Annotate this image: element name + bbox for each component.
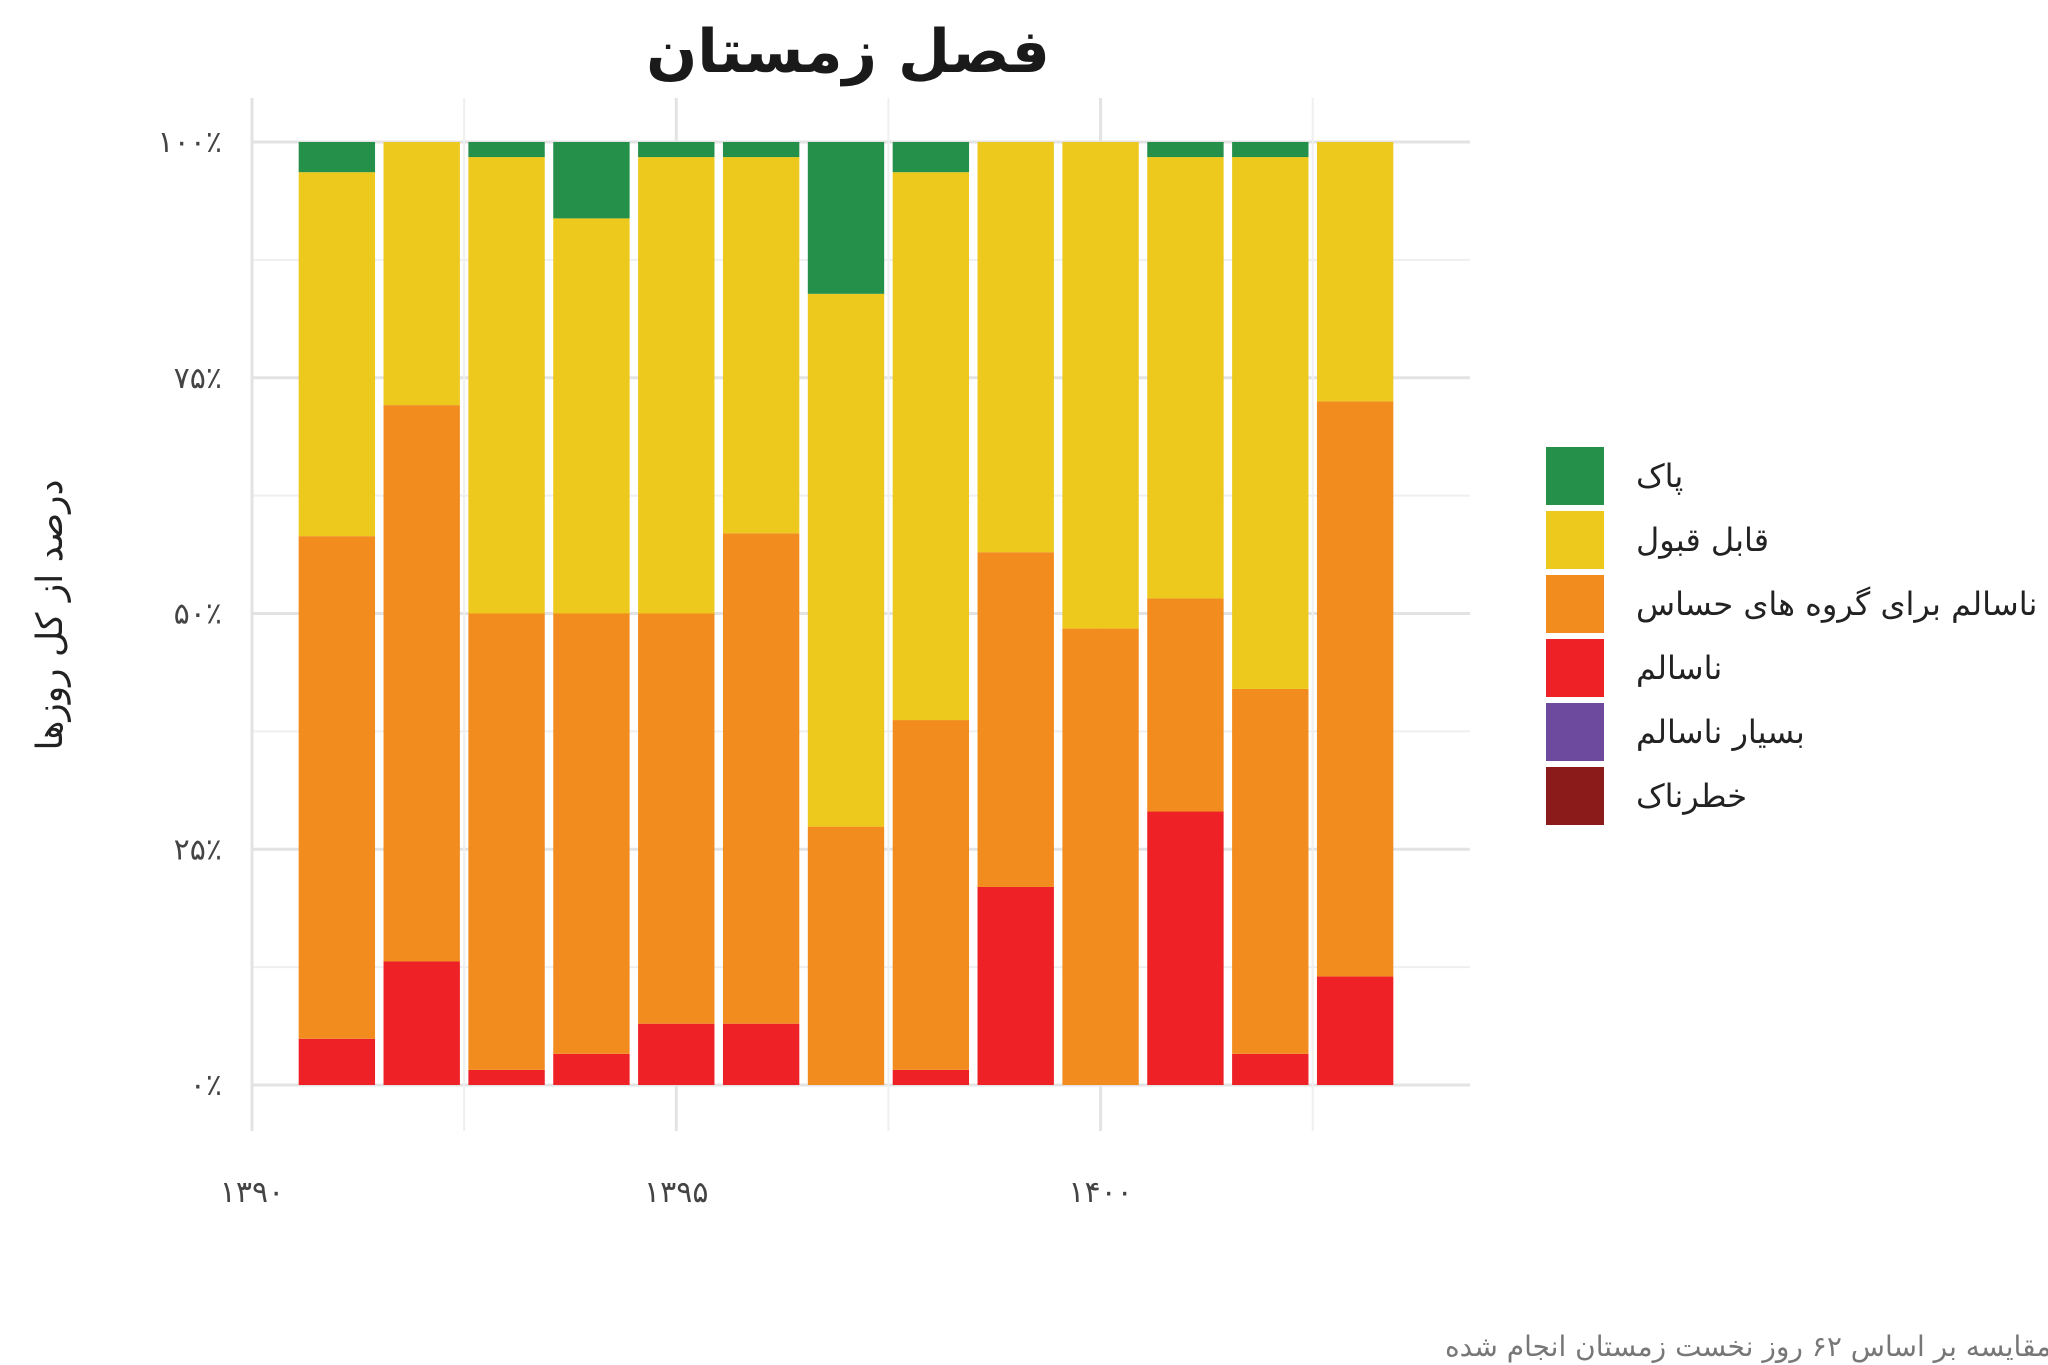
bar-segment bbox=[638, 613, 715, 1024]
y-tick-label: ۲۵٪ bbox=[174, 832, 222, 867]
bar-segment bbox=[298, 1038, 376, 1085]
bar-segment bbox=[298, 172, 376, 537]
source-caption: منبع داده: شرکت کنترل کیفیت هوای تهران؛ … bbox=[1445, 1330, 2048, 1363]
bar-segment bbox=[383, 405, 460, 962]
bar-segment bbox=[1232, 157, 1309, 689]
bar-segment bbox=[1062, 628, 1139, 1085]
bar-segment bbox=[468, 613, 545, 1070]
x-tick-label: ۱۳۹۰ bbox=[220, 1175, 284, 1210]
bar-segment bbox=[1147, 157, 1224, 599]
legend-swatch bbox=[1546, 575, 1604, 633]
legend-swatch bbox=[1546, 511, 1604, 569]
bar-segment bbox=[638, 1023, 715, 1085]
bar-segment bbox=[468, 142, 545, 158]
legend-label: ناسالم bbox=[1636, 649, 1722, 687]
bar-segment bbox=[892, 720, 970, 1070]
legend-label: ناسالم برای گروه های حساس bbox=[1636, 585, 2037, 623]
bar-segment bbox=[383, 142, 460, 406]
bar-segment bbox=[977, 142, 1054, 553]
x-tick-labels: ۱۳۹۰ ۱۳۹۵ ۱۴۰۰ bbox=[220, 1175, 1133, 1210]
y-tick-label: ۰٪ bbox=[190, 1068, 222, 1103]
legend: پاک قابل قبول ناسالم برای گروه های حساس ناس… bbox=[1546, 447, 2037, 825]
bar-segment bbox=[298, 142, 376, 173]
bar-segment bbox=[1147, 598, 1224, 812]
bar-segment bbox=[1232, 142, 1309, 158]
bar-segment bbox=[1232, 1053, 1309, 1085]
x-tick-label: ۱۴۰۰ bbox=[1068, 1175, 1132, 1210]
bar-segment bbox=[977, 552, 1054, 887]
bar-segment bbox=[1147, 811, 1224, 1085]
y-axis-label: درصد از کل روزها bbox=[30, 479, 71, 750]
bar-segment bbox=[553, 142, 630, 219]
y-tick-label: ۷۵٪ bbox=[174, 361, 222, 396]
bar-segment bbox=[722, 157, 800, 534]
y-tick-label: ۱۰۰٪ bbox=[158, 125, 222, 160]
bar-segment bbox=[807, 293, 885, 827]
bar-segment bbox=[1316, 401, 1394, 977]
legend-label: خطرناک bbox=[1636, 777, 1747, 815]
bar-segment bbox=[892, 1069, 970, 1085]
bar-segment bbox=[468, 157, 545, 614]
bar-segment bbox=[638, 157, 715, 614]
bar-segment bbox=[807, 142, 885, 294]
bar-segment bbox=[722, 1023, 800, 1085]
legend-swatch bbox=[1546, 639, 1604, 697]
bar-segment bbox=[638, 142, 715, 158]
bar-segment bbox=[892, 172, 970, 721]
legend-swatch bbox=[1546, 447, 1604, 505]
bar-segment bbox=[298, 536, 376, 1039]
chart-title: فصل زمستان bbox=[646, 17, 1050, 87]
bar-segment bbox=[1147, 142, 1224, 158]
bar-segment bbox=[977, 886, 1054, 1085]
x-tick-label: ۱۳۹۵ bbox=[644, 1175, 708, 1210]
legend-label: پاک bbox=[1636, 457, 1683, 495]
bar-segment bbox=[1316, 142, 1394, 402]
legend-label: بسیار ناسالم bbox=[1636, 713, 1805, 751]
y-tick-label: ۵۰٪ bbox=[174, 597, 222, 632]
bar-segment bbox=[1232, 688, 1309, 1054]
bar-segment bbox=[722, 142, 800, 158]
bar-segment bbox=[807, 826, 885, 1085]
bar-segment bbox=[468, 1069, 545, 1085]
bar-segment bbox=[383, 961, 460, 1085]
legend-swatch bbox=[1546, 767, 1604, 825]
bar-segment bbox=[892, 142, 970, 173]
legend-label: قابل قبول bbox=[1636, 521, 1769, 559]
bar-segment bbox=[553, 613, 630, 1054]
bar-segment bbox=[1316, 976, 1394, 1085]
bar-segment bbox=[553, 1053, 630, 1085]
bars bbox=[298, 142, 1394, 1085]
y-tick-labels: ۰٪ ۲۵٪ ۵۰٪ ۷۵٪ ۱۰۰٪ bbox=[158, 125, 222, 1103]
bar-segment bbox=[722, 533, 800, 1024]
bar-segment bbox=[553, 218, 630, 614]
legend-swatch bbox=[1546, 703, 1604, 761]
bar-segment bbox=[1062, 142, 1139, 629]
